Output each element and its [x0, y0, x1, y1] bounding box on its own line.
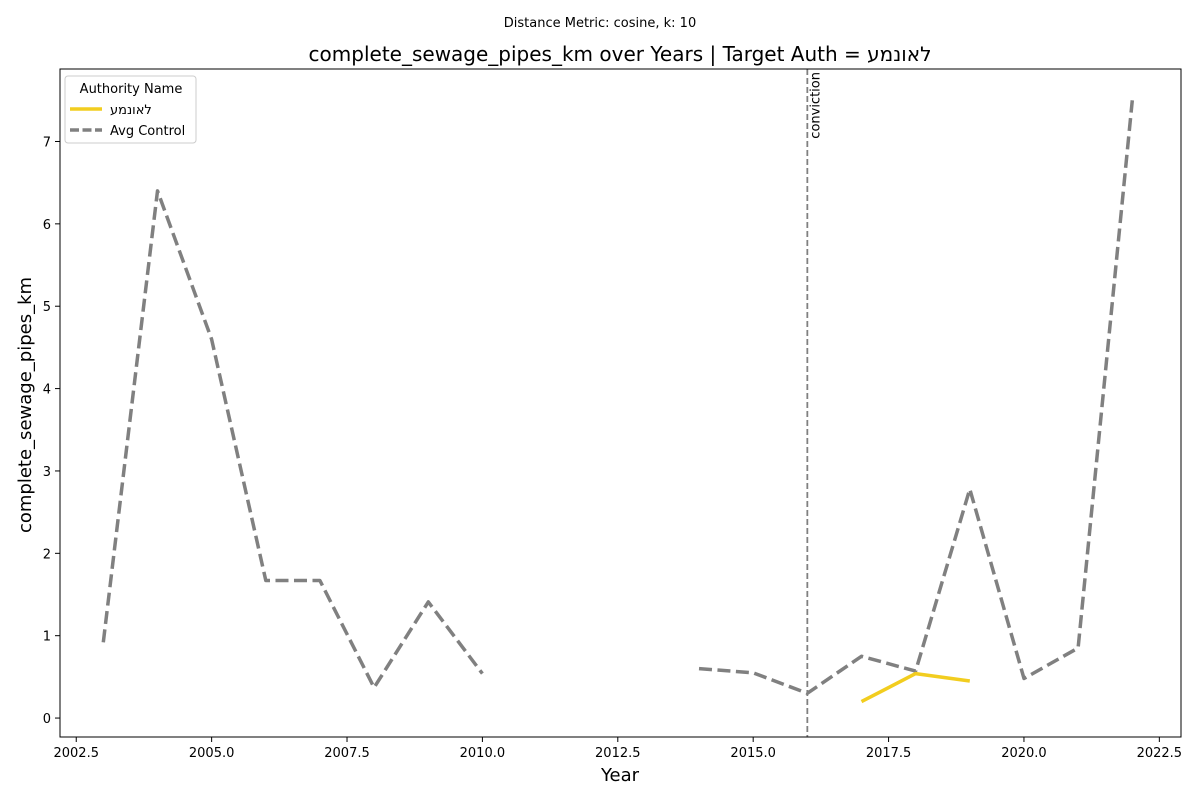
series-line-avg-control [698, 100, 1135, 696]
y-tick-label: 0 [43, 712, 51, 727]
series-line-avg-control [101, 189, 484, 690]
x-axis-label: Year [600, 765, 640, 786]
y-tick-label: 4 [43, 383, 51, 398]
y-axis-ticks: 0 1 2 3 4 5 6 7 [43, 135, 60, 727]
x-tick-label: 2007.5 [324, 746, 370, 761]
x-tick-label: 2017.5 [866, 746, 912, 761]
chart-title: complete_sewage_pipes_km over Years | Ta… [309, 42, 932, 66]
x-axis-ticks: 2002.5 2005.0 2007.5 2010.0 2012.5 2015.0 2017… [53, 737, 1182, 761]
y-tick-label: 1 [43, 630, 51, 645]
reference-lines: conviction [806, 69, 823, 737]
legend: Authority Name לאונמע Avg Control [64, 75, 197, 144]
x-tick-label: 2002.5 [53, 746, 99, 761]
legend-box [64, 75, 197, 144]
x-tick-label: 2020.0 [1001, 746, 1047, 761]
plot-series [101, 100, 1135, 704]
legend-label: לאונמע [110, 103, 152, 118]
legend-label: Avg Control [110, 124, 185, 139]
conviction-label: conviction [808, 72, 823, 139]
legend-entries: לאונמע Avg Control [70, 103, 185, 139]
x-tick-label: 2005.0 [189, 746, 235, 761]
plot-area-frame [59, 68, 1182, 738]
chart-suptitle: Distance Metric: cosine, k: 10 [504, 16, 696, 31]
x-tick-label: 2015.0 [730, 746, 776, 761]
y-axis-label: complete_sewage_pipes_km [15, 277, 36, 533]
y-tick-label: 3 [43, 465, 51, 480]
legend-title: Authority Name [80, 82, 183, 97]
x-tick-label: 2010.0 [460, 746, 506, 761]
y-tick-label: 6 [43, 218, 51, 233]
y-tick-label: 7 [43, 135, 51, 150]
x-tick-label: 2012.5 [595, 746, 641, 761]
series-line-target [860, 671, 971, 704]
y-tick-label: 5 [43, 300, 51, 315]
y-tick-label: 2 [43, 547, 51, 562]
x-tick-label: 2022.5 [1137, 746, 1183, 761]
